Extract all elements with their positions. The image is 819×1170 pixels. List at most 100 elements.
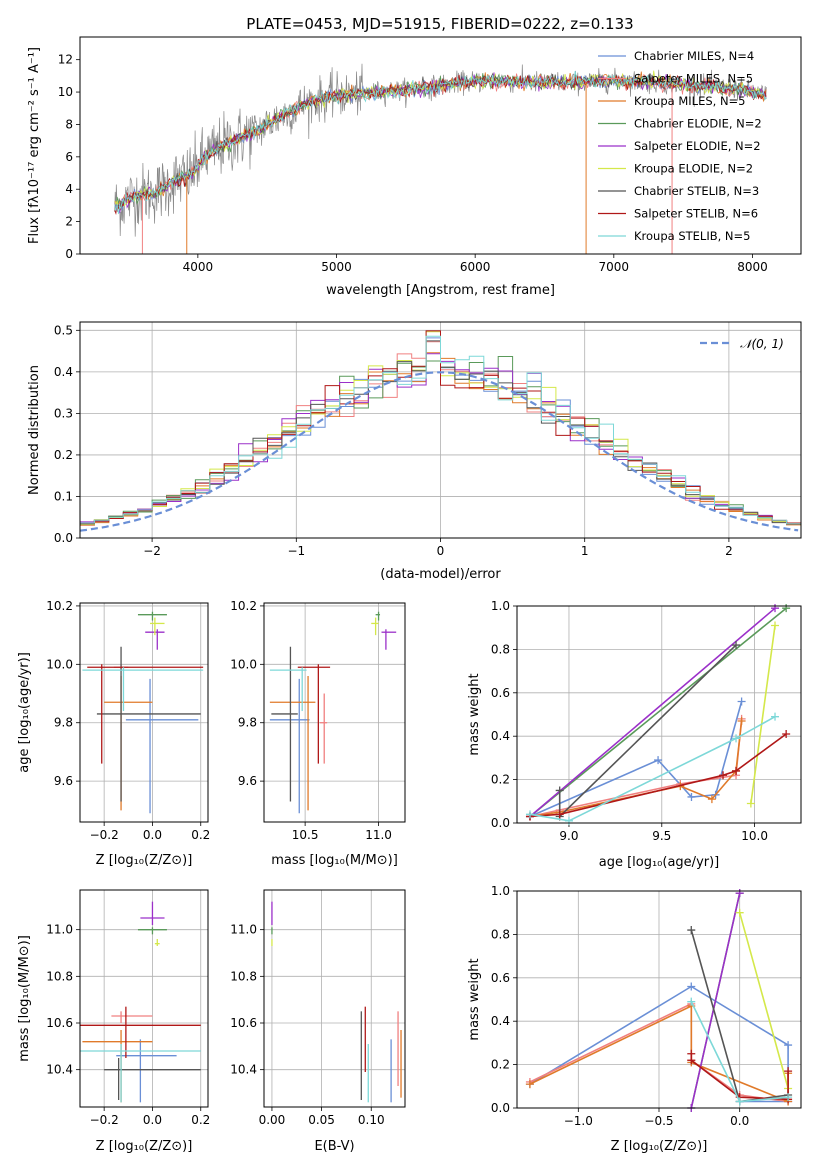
legend-label-kroupa_miles: Kroupa MILES, N=5 — [634, 94, 746, 108]
y-tick-label: 0 — [65, 247, 73, 261]
weight-vs-age-panel: 9.0 9.5 10.0 0.0 0.2 0.4 0.6 0.8 1.0 age [log₁₀(a… — [467, 599, 802, 870]
weight-marker-kroupa_stelib — [771, 712, 780, 721]
weight-marker-kroupa_elodie — [735, 908, 744, 917]
x-tick-label: 0.2 — [191, 828, 210, 842]
mass-vs-metallicity-panel: −0.2 0.0 0.2 10.4 10.6 10.8 11.0 Z [log₁₀(Z/Z⊙)… — [17, 889, 210, 1154]
spectrum-panel: 4000 5000 6000 7000 8000 0 2 4 6 8 10 12 wavelength … — [27, 36, 802, 298]
y-tick-label: 0.1 — [54, 489, 73, 503]
y-tick-label: 10.4 — [46, 1063, 73, 1077]
weight-marker-kroupa_stelib — [735, 1097, 744, 1106]
y-tick-label: 1.0 — [491, 884, 510, 898]
y-axis-label: mass weight — [467, 673, 482, 755]
x-tick-label: −1.0 — [564, 1114, 593, 1128]
axes-frame — [79, 321, 802, 539]
y-axis-label: mass weight — [467, 958, 482, 1040]
x-tick-label: 4000 — [183, 260, 214, 274]
weight-line-salpeter_elodie — [529, 607, 776, 818]
weight-marker-kroupa_elodie — [771, 621, 780, 630]
weight-marker-kroupa_elodie — [746, 799, 755, 808]
weight-marker-chabrier_stelib — [687, 926, 696, 935]
weight-marker-salpeter_stelib — [555, 810, 564, 819]
x-tick-label: 10.0 — [741, 829, 768, 843]
y-tick-label: 0.0 — [491, 1101, 510, 1115]
y-tick-label: 10.6 — [46, 1016, 73, 1030]
x-axis-label: (data-model)/error — [380, 567, 501, 582]
weight-marker-kroupa_stelib — [784, 1093, 793, 1102]
x-tick-label: 11.0 — [365, 828, 392, 842]
weight-line-kroupa_stelib — [529, 716, 776, 822]
y-tick-label: 4 — [65, 182, 73, 196]
legend-label-chabrier_miles: Chabrier MILES, N=4 — [634, 49, 754, 63]
x-tick-label: 0.2 — [191, 1113, 210, 1127]
axes-frame — [516, 890, 802, 1109]
x-axis-label: E(B-V) — [314, 1139, 354, 1154]
y-axis-label: Normed distribution — [27, 365, 42, 495]
x-tick-label: 2 — [725, 544, 733, 558]
legend-label-salpeter_miles: Salpeter MILES, N=5 — [634, 72, 753, 86]
axes-frame — [79, 602, 209, 823]
x-axis-label: age [log₁₀(age/yr)] — [599, 855, 720, 870]
y-tick-label: 10.4 — [230, 1063, 257, 1077]
x-axis-label: mass [log₁₀(M/M⊙)] — [271, 853, 398, 868]
y-tick-label: 1.0 — [491, 599, 510, 613]
axes-frame — [516, 605, 802, 824]
x-tick-label: 1 — [581, 544, 589, 558]
x-axis-label: Z [log₁₀(Z/Z⊙)] — [96, 1139, 193, 1154]
y-tick-label: 9.6 — [238, 774, 257, 788]
axes-frame — [79, 36, 802, 255]
legend-label-chabrier_stelib: Chabrier STELIB, N=3 — [634, 184, 759, 198]
y-tick-label: 0.3 — [54, 406, 73, 420]
legend-label-salpeter_stelib: Salpeter STELIB, N=6 — [634, 207, 758, 221]
weight-line-salpeter_stelib — [529, 733, 787, 818]
weight-marker-chabrier_stelib — [555, 786, 564, 795]
weight-line-kroupa_elodie — [738, 912, 789, 1089]
y-tick-label: 10.8 — [46, 969, 73, 983]
weight-marker-salpeter_stelib — [782, 730, 791, 739]
x-tick-label: 7000 — [599, 260, 630, 274]
weight-marker-chabrier_miles — [687, 792, 696, 801]
x-tick-label: 0.0 — [143, 828, 162, 842]
weight-marker-kroupa_stelib — [732, 734, 741, 743]
y-tick-label: 11.0 — [46, 923, 73, 937]
weight-marker-chabrier_miles — [784, 1041, 793, 1050]
x-tick-label: −0.5 — [644, 1114, 673, 1128]
weight-marker-kroupa_stelib — [525, 810, 534, 819]
y-tick-label: 10.2 — [230, 599, 257, 613]
y-tick-label: 9.6 — [54, 774, 73, 788]
y-tick-label: 0.5 — [54, 323, 73, 337]
residuals-panel: −2 −1 0 1 2 0.0 0.1 0.2 0.3 0.4 0.5 (data-model)/er… — [27, 321, 802, 582]
weight-marker-salpeter_elodie — [735, 889, 744, 898]
x-tick-label: 0.10 — [358, 1113, 385, 1127]
y-tick-label: 9.8 — [238, 716, 257, 730]
weight-marker-kroupa_miles — [707, 795, 716, 804]
x-tick-label: 9.5 — [652, 829, 671, 843]
gaussian-curve — [79, 371, 799, 532]
x-tick-label: 0.0 — [730, 1114, 749, 1128]
legend-label-kroupa_stelib: Kroupa STELIB, N=5 — [634, 229, 751, 243]
weight-line-chabrier_elodie — [529, 607, 787, 818]
y-tick-label: 10.6 — [230, 1016, 257, 1030]
x-tick-label: 5000 — [321, 260, 352, 274]
x-tick-label: 0.05 — [308, 1113, 335, 1127]
y-tick-label: 0.4 — [491, 729, 510, 743]
x-tick-label: 8000 — [737, 260, 768, 274]
y-tick-label: 0.0 — [54, 531, 73, 545]
model-spectrum-kroupa_stelib — [114, 71, 767, 215]
y-tick-label: 6 — [65, 150, 73, 164]
y-tick-label: 8 — [65, 117, 73, 131]
legend-label-salpeter_elodie: Salpeter ELODIE, N=2 — [634, 139, 761, 153]
y-axis-label: Flux [fλ10⁻¹⁷ erg cm⁻² s⁻¹ A⁻¹] — [27, 47, 42, 244]
weight-vs-metallicity-panel: −1.0 −0.5 0.0 0.0 0.2 0.4 0.6 0.8 1.0 Z [log₁₀(Z/… — [467, 884, 802, 1154]
legend-label-chabrier_elodie: Chabrier ELODIE, N=2 — [634, 117, 762, 131]
weight-marker-salpeter_stelib — [784, 1067, 793, 1076]
y-tick-label: 0.2 — [491, 773, 510, 787]
x-tick-label: −0.2 — [90, 828, 119, 842]
x-axis-label: Z [log₁₀(Z/Z⊙)] — [611, 1139, 708, 1154]
y-axis-label: age [log₁₀(age/yr)] — [17, 652, 32, 773]
weight-line-kroupa_elodie — [750, 625, 776, 804]
y-axis-label: mass [log₁₀(M/M⊙)] — [17, 935, 32, 1062]
y-tick-label: 0.8 — [491, 927, 510, 941]
weight-marker-salpeter_stelib — [687, 1056, 696, 1065]
x-axis-label: wavelength [Angstrom, rest frame] — [326, 283, 555, 298]
x-tick-label: 0 — [437, 544, 445, 558]
